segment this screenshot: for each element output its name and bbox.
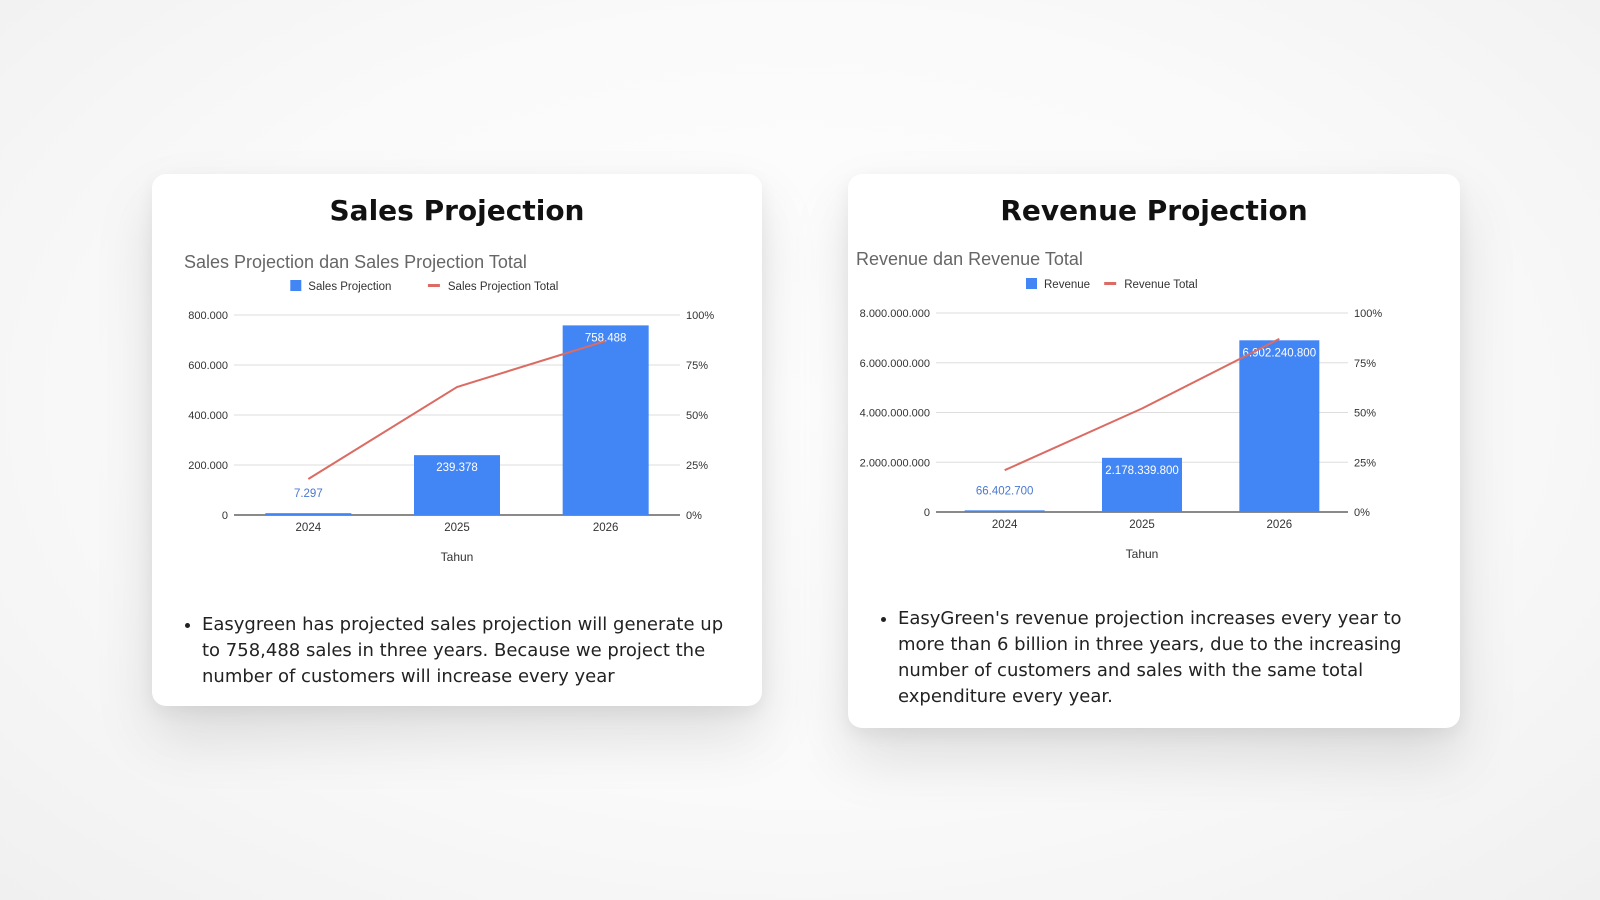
sales-chart: Sales Projection dan Sales Projection To… xyxy=(184,252,714,564)
revenue-y-tick-left: 2.000.000.000 xyxy=(860,457,930,469)
sales-bar-2025 xyxy=(414,455,500,515)
revenue-legend-bar-label: Revenue xyxy=(1044,279,1090,291)
revenue-y-tick-left: 4.000.000.000 xyxy=(860,408,930,420)
revenue-bullet-item: EasyGreen's revenue projection increases… xyxy=(898,606,1436,710)
sales-y-tick-right: 25% xyxy=(686,460,708,472)
revenue-y-tick-right: 100% xyxy=(1354,308,1382,320)
sales-y-tick-left: 600.000 xyxy=(188,360,228,372)
revenue-y-tick-right: 25% xyxy=(1354,457,1376,469)
sales-y-tick-right: 100% xyxy=(686,310,714,322)
sales-y-tick-right: 0% xyxy=(686,510,702,522)
sales-y-tick-right: 50% xyxy=(686,410,708,422)
revenue-legend-bar-swatch xyxy=(1026,278,1037,289)
revenue-x-axis-title: Tahun xyxy=(1126,547,1159,561)
sales-card-title: Sales Projection xyxy=(329,194,585,227)
sales-chart-title: Sales Projection dan Sales Projection To… xyxy=(184,252,527,272)
sales-y-tick-left: 400.000 xyxy=(188,410,228,422)
revenue-y-tick-left: 8.000.000.000 xyxy=(860,308,930,320)
sales-x-axis-title: Tahun xyxy=(441,550,474,564)
sales-bullet-item: Easygreen has projected sales projection… xyxy=(202,612,738,690)
sales-total-line xyxy=(307,340,606,480)
revenue-y-tick-right: 0% xyxy=(1354,507,1370,519)
revenue-projection-card: Revenue Projection Revenue dan Revenue T… xyxy=(848,174,1460,728)
sales-x-tick-2026: 2026 xyxy=(593,522,619,534)
revenue-y-tick-right: 75% xyxy=(1354,358,1376,370)
revenue-x-tick-2024: 2024 xyxy=(992,519,1018,531)
revenue-legend-line-label: Revenue Total xyxy=(1124,279,1197,291)
revenue-total-line xyxy=(1004,337,1280,472)
sales-bullet-list: Easygreen has projected sales projection… xyxy=(182,612,738,690)
revenue-bullet-list: EasyGreen's revenue projection increases… xyxy=(878,606,1436,710)
sales-data-label-2025: 239.378 xyxy=(436,462,478,474)
revenue-bar-2025 xyxy=(1102,457,1182,512)
sales-legend-bar-label: Sales Projection xyxy=(308,281,391,293)
revenue-bar-2024 xyxy=(964,510,1045,512)
sales-legend-line-label: Sales Projection Total xyxy=(448,281,558,293)
sales-projection-card: Sales Projection Sales Projection dan Sa… xyxy=(152,174,762,706)
revenue-chart: Revenue dan Revenue Total Revenue Revenue … xyxy=(856,249,1382,561)
sales-x-tick-2025: 2025 xyxy=(444,522,470,534)
revenue-x-tick-2025: 2025 xyxy=(1129,519,1155,531)
revenue-y-tick-left: 0 xyxy=(924,507,930,519)
sales-y-tick-right: 75% xyxy=(686,360,708,372)
sales-legend-bar-swatch xyxy=(290,280,302,291)
sales-data-label-2026: 758.488 xyxy=(585,332,627,344)
sales-bar-2026 xyxy=(562,325,649,515)
sales-y-tick-left: 200.000 xyxy=(188,460,228,472)
revenue-y-tick-right: 50% xyxy=(1354,408,1376,420)
sales-bar-2024 xyxy=(265,513,352,515)
sales-x-tick-2024: 2024 xyxy=(296,522,322,534)
sales-y-tick-left: 0 xyxy=(222,510,228,522)
revenue-y-tick-left: 6.000.000.000 xyxy=(860,358,930,370)
revenue-data-label-2025: 2.178.339.800 xyxy=(1105,465,1179,477)
sales-data-label-2024: 7.297 xyxy=(294,488,323,500)
revenue-bar-2026 xyxy=(1239,340,1320,512)
revenue-data-label-2024: 66.402.700 xyxy=(976,485,1034,497)
revenue-chart-title: Revenue dan Revenue Total xyxy=(856,249,1083,269)
revenue-x-tick-2026: 2026 xyxy=(1267,519,1293,531)
revenue-card-title: Revenue Projection xyxy=(1000,194,1308,227)
sales-y-tick-left: 800.000 xyxy=(188,310,228,322)
revenue-data-label-2026: 6.902.240.800 xyxy=(1243,347,1317,359)
